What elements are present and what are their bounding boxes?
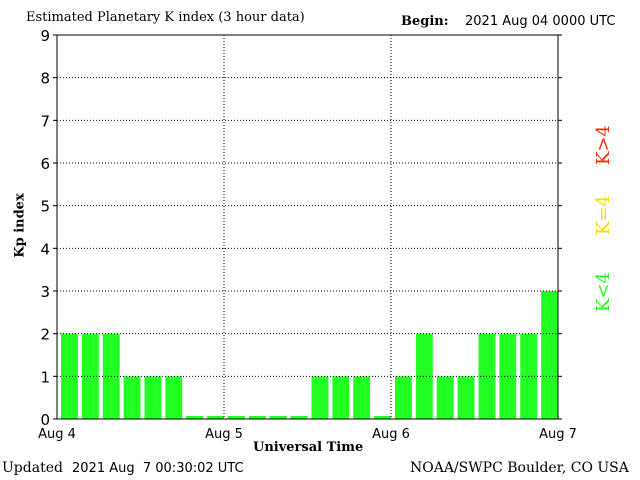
- bar: [332, 376, 350, 419]
- bar: [395, 376, 412, 419]
- bar: [165, 376, 183, 419]
- bar: [353, 376, 371, 419]
- y-tick-label: 6: [40, 155, 50, 173]
- y-tick-label: 4: [40, 240, 50, 258]
- bar: [248, 416, 266, 419]
- y-tick-label: 2: [40, 326, 50, 344]
- updated-value: 2021 Aug 7 00:30:02 UTC: [72, 461, 244, 476]
- chart-title: Estimated Planetary K index (3 hour data…: [26, 10, 305, 25]
- plot-frame: [56, 34, 559, 420]
- bar: [436, 376, 454, 419]
- bar: [541, 291, 558, 419]
- x-tick-label: Aug 6: [372, 427, 410, 442]
- bar: [228, 416, 245, 419]
- source-credit: NOAA/SWPC Boulder, CO USA: [410, 460, 629, 476]
- x-tick-label: Aug 7: [539, 427, 577, 442]
- y-tick-label: 3: [40, 283, 50, 301]
- bar: [374, 416, 391, 419]
- bar: [457, 376, 475, 419]
- y-tick-label: 9: [40, 27, 50, 45]
- y-tick-label: 7: [40, 112, 50, 130]
- legend-k-gt-4: K>4: [593, 125, 614, 165]
- begin-value: 2021 Aug 04 0000 UTC: [465, 14, 616, 29]
- bar: [207, 416, 224, 419]
- updated-label: Updated: [2, 460, 63, 476]
- x-tick-label: Aug 5: [205, 427, 243, 442]
- bar: [186, 416, 204, 419]
- y-tick-label: 0: [40, 411, 50, 429]
- y-tick-label: 1: [40, 368, 50, 386]
- x-axis-label: Universal Time: [253, 440, 364, 455]
- bar: [269, 416, 287, 419]
- x-tick-label: Aug 4: [38, 427, 76, 442]
- legend-k-lt-4: K<4: [593, 272, 614, 312]
- legend-k-eq-4: K=4: [593, 195, 614, 235]
- y-tick-label: 5: [40, 198, 50, 216]
- y-axis-label: Kp index: [12, 193, 28, 258]
- bar: [123, 376, 141, 419]
- bar: [290, 416, 308, 419]
- bar: [415, 333, 433, 419]
- y-tick-label: 8: [40, 70, 50, 88]
- begin-label: Begin:: [401, 14, 449, 29]
- bar: [144, 376, 162, 419]
- bar: [311, 376, 329, 419]
